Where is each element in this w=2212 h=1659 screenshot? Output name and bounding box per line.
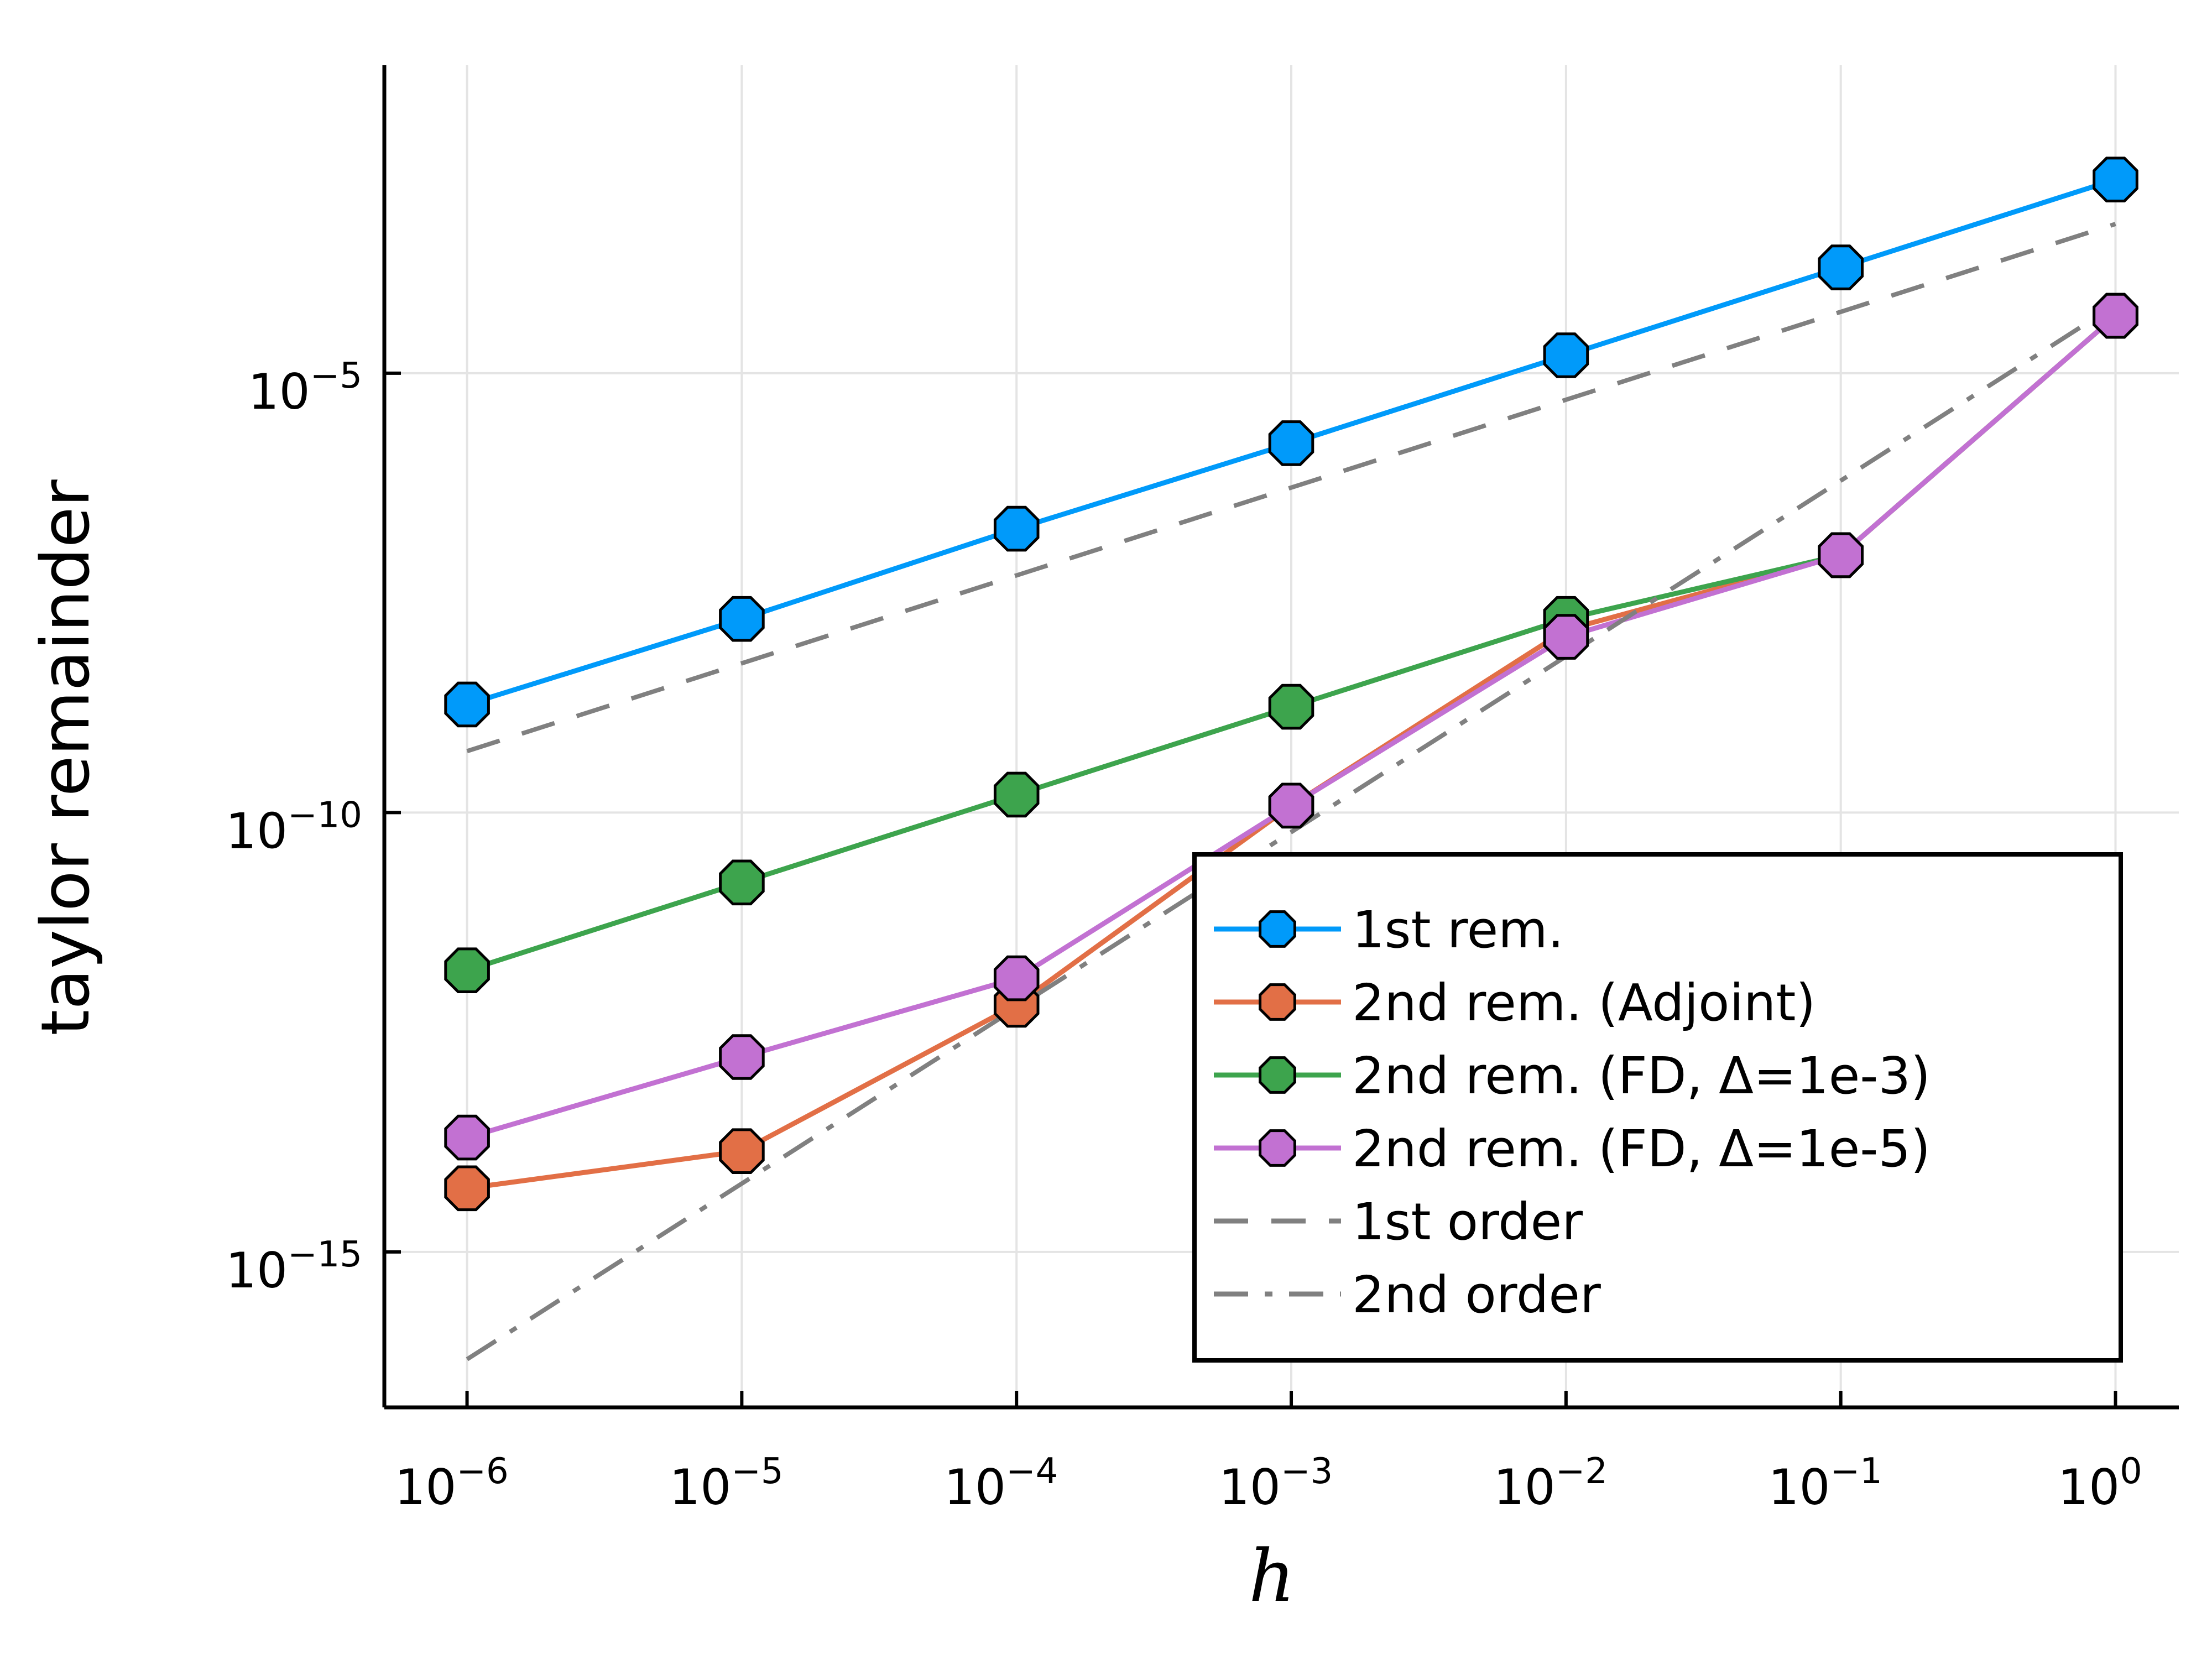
x-tick-label-exponent: −2: [1556, 1451, 1608, 1492]
x-tick-label-exponent: −1: [1830, 1451, 1882, 1492]
series-line-5: [466, 302, 2117, 1361]
data-point-s2-2: [993, 771, 1040, 818]
data-point-s3-6: [2093, 293, 2138, 339]
legend-label: 2nd rem. (FD, Δ=1e-5): [1352, 1119, 1931, 1178]
data-point-s3-4: [1543, 614, 1589, 660]
x-tick-label-exponent: −6: [456, 1451, 508, 1492]
legend: 1st rem. 2nd rem. (Adjoint) 2nd rem. (FD, …: [1192, 852, 2123, 1363]
x-tick-label: 10−5: [669, 1451, 783, 1516]
data-point-s3-3: [1268, 782, 1314, 829]
x-tick-label: 10−4: [944, 1451, 1058, 1516]
x-tick-label: 10−6: [394, 1451, 508, 1516]
legend-box: [1192, 852, 2123, 1363]
x-tick-label: 10−3: [1219, 1451, 1333, 1516]
x-axis-label: h: [1249, 1534, 1295, 1618]
x-tick-label-base: 10: [2058, 1459, 2120, 1516]
y-tick-label: 10−10: [226, 795, 362, 859]
data-point-s0-4: [1543, 332, 1589, 378]
legend-marker-2: [1259, 1056, 1296, 1094]
x-tick-label-base: 10: [1219, 1459, 1281, 1516]
data-point-s0-3: [1268, 420, 1314, 466]
x-tick-label-exponent: −4: [1006, 1451, 1058, 1492]
x-tick-label: 10−2: [1494, 1451, 1608, 1516]
y-axis-label: taylor remainder: [28, 479, 105, 1036]
data-point-s2-1: [719, 859, 765, 906]
x-tick-label-base: 10: [1494, 1459, 1556, 1516]
series-group: [444, 156, 2138, 1361]
tick-labels: 10−6 10−5 10−4 10−3 10−2 10−1 10010−510−1010−1…: [226, 356, 2142, 1516]
series-line-4: [466, 222, 2116, 754]
y-tick-label-exponent: −10: [288, 795, 362, 836]
data-point-s0-0: [444, 681, 490, 728]
data-point-s2-3: [1268, 684, 1314, 730]
data-point-s1-0: [444, 1165, 490, 1212]
data-point-s3-1: [719, 1034, 765, 1080]
y-tick-label-base: 10: [226, 802, 288, 859]
data-point-s0-6: [2093, 156, 2138, 202]
x-tick-label-exponent: −5: [731, 1451, 783, 1492]
legend-label: 2nd rem. (FD, Δ=1e-3): [1352, 1046, 1931, 1105]
x-tick-label-base: 10: [394, 1459, 456, 1516]
y-tick-label-exponent: −15: [288, 1234, 362, 1275]
data-point-s0-5: [1818, 244, 1864, 290]
data-point-s3-0: [444, 1114, 490, 1161]
y-tick-label-base: 10: [226, 1242, 288, 1299]
legend-marker-3: [1259, 1129, 1296, 1167]
legend-label: 2nd rem. (Adjoint): [1352, 973, 1815, 1032]
data-point-s0-1: [719, 596, 765, 642]
data-point-s0-2: [993, 505, 1040, 552]
legend-marker-1: [1259, 983, 1296, 1021]
axes: [382, 65, 2179, 1410]
y-tick-label: 10−15: [226, 1234, 362, 1299]
y-tick-label-exponent: −5: [310, 356, 362, 397]
x-tick-label: 100: [2058, 1451, 2142, 1516]
legend-label: 1st order: [1352, 1192, 1583, 1251]
x-tick-label-exponent: −3: [1281, 1451, 1333, 1492]
data-point-s3-2: [993, 955, 1040, 1001]
x-tick-label-base: 10: [944, 1459, 1006, 1516]
x-tick-label-base: 10: [669, 1459, 731, 1516]
legend-label: 1st rem.: [1352, 900, 1564, 959]
data-point-s1-1: [719, 1128, 765, 1174]
legend-label: 2nd order: [1352, 1265, 1601, 1324]
data-point-s3-5: [1818, 532, 1864, 578]
y-tick-label-base: 10: [248, 363, 310, 420]
x-tick-label: 10−1: [1768, 1451, 1882, 1516]
legend-marker-0: [1259, 910, 1296, 948]
data-point-s2-0: [444, 947, 490, 993]
x-tick-label-base: 10: [1768, 1459, 1830, 1516]
x-tick-label-exponent: 0: [2120, 1451, 2142, 1492]
y-tick-label: 10−5: [248, 356, 362, 420]
